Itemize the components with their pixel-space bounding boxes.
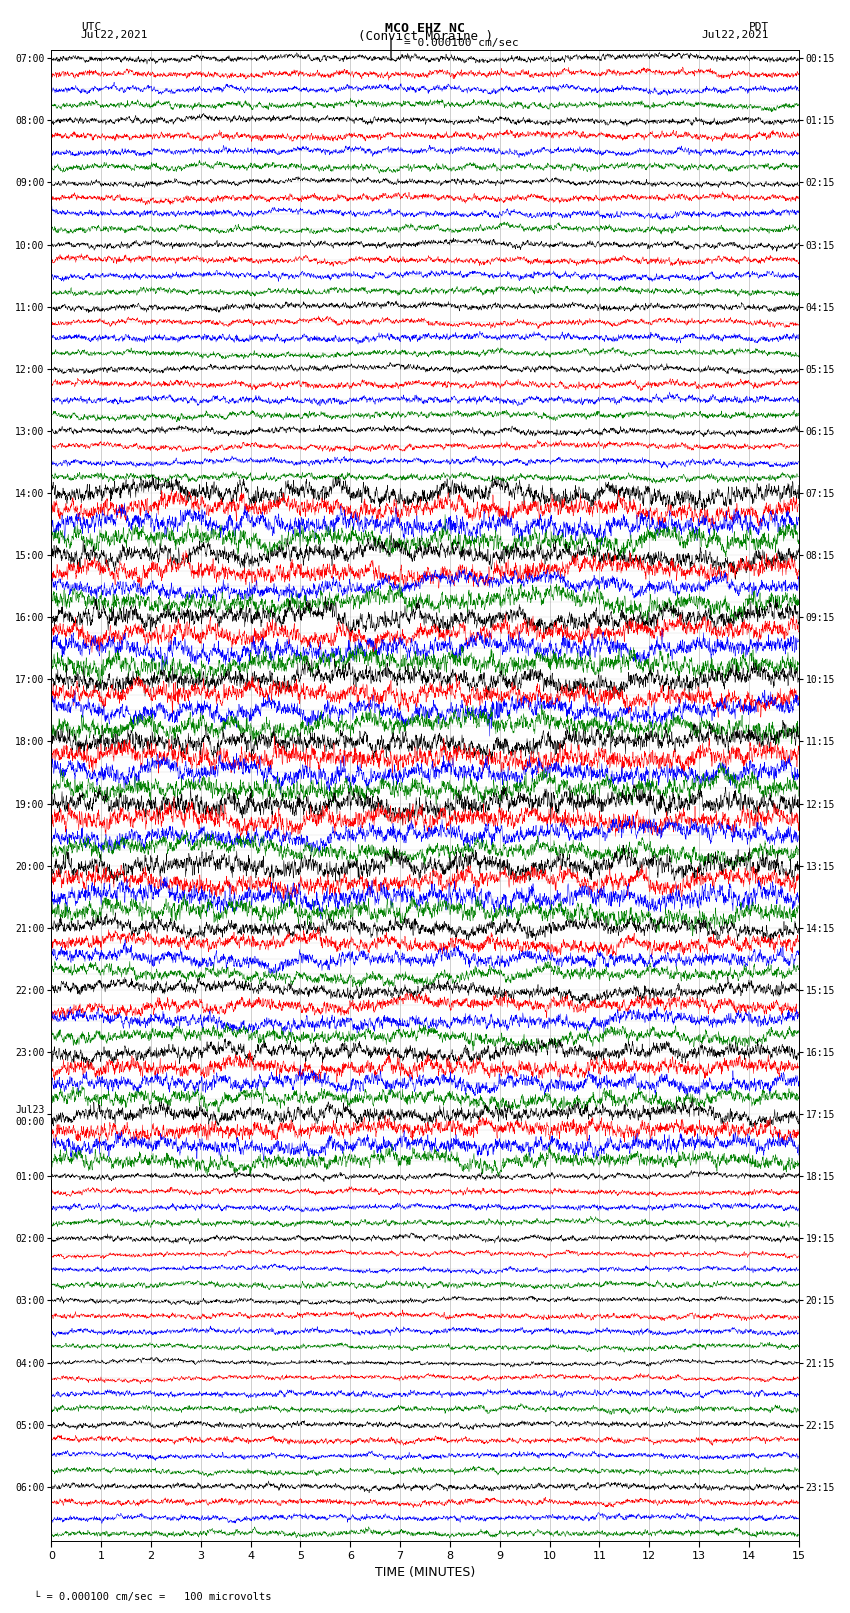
Text: PDT: PDT <box>749 23 769 32</box>
Text: Jul22,2021: Jul22,2021 <box>702 31 769 40</box>
Text: (Convict Moraine ): (Convict Moraine ) <box>358 31 492 44</box>
Text: │: │ <box>386 39 396 58</box>
Text: MCO EHZ NC: MCO EHZ NC <box>385 23 465 35</box>
Text: = 0.000100 cm/sec: = 0.000100 cm/sec <box>404 39 518 48</box>
X-axis label: TIME (MINUTES): TIME (MINUTES) <box>375 1566 475 1579</box>
Text: └ = 0.000100 cm/sec =   100 microvolts: └ = 0.000100 cm/sec = 100 microvolts <box>34 1592 271 1602</box>
Text: Jul22,2021: Jul22,2021 <box>81 31 148 40</box>
Text: UTC: UTC <box>81 23 101 32</box>
